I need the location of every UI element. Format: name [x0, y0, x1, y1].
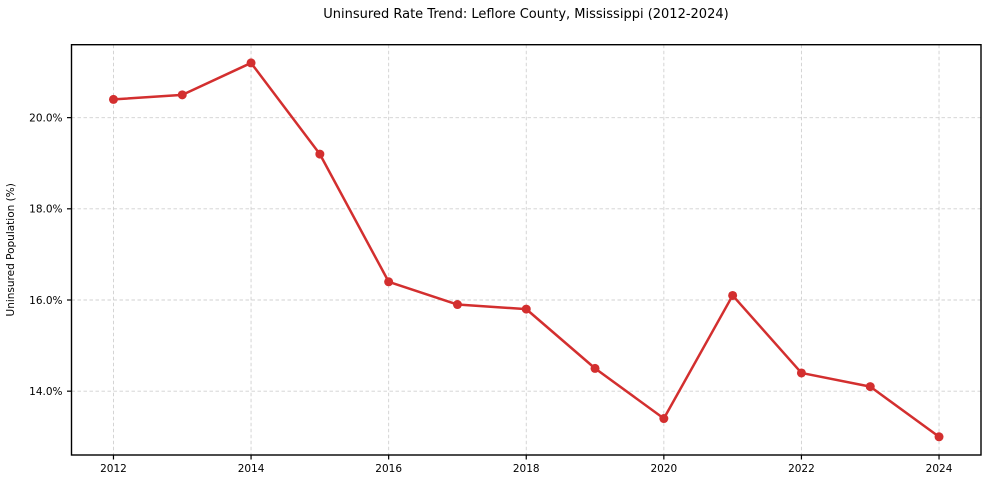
plot-border — [70, 44, 982, 456]
data-point — [452, 300, 462, 310]
chart-title: Uninsured Rate Trend: Leflore County, Mi… — [323, 7, 729, 22]
data-point — [796, 368, 806, 378]
data-point — [521, 304, 531, 314]
y-axis-label: Uninsured Population (%) — [5, 183, 17, 316]
data-point — [177, 90, 187, 100]
data-point — [590, 363, 600, 373]
y-tick-label: 20.0% — [29, 112, 62, 124]
x-tick-label: 2014 — [238, 463, 265, 475]
y-tick-label: 18.0% — [29, 204, 62, 216]
x-tick-label: 2016 — [375, 463, 402, 475]
x-tick-label: 2020 — [650, 463, 677, 475]
data-point — [384, 277, 394, 287]
y-tick-label: 14.0% — [29, 386, 62, 398]
x-tick-label: 2012 — [100, 463, 127, 475]
data-point — [728, 290, 738, 300]
data-point — [934, 432, 944, 442]
x-tick-label: 2024 — [926, 463, 953, 475]
data-point — [246, 58, 256, 68]
data-point — [315, 149, 325, 159]
y-tick-label: 16.0% — [29, 295, 62, 307]
x-tick-label: 2018 — [513, 463, 540, 475]
data-point — [659, 414, 669, 424]
x-tick-label: 2022 — [788, 463, 815, 475]
data-point — [865, 382, 875, 392]
data-point — [108, 94, 118, 104]
